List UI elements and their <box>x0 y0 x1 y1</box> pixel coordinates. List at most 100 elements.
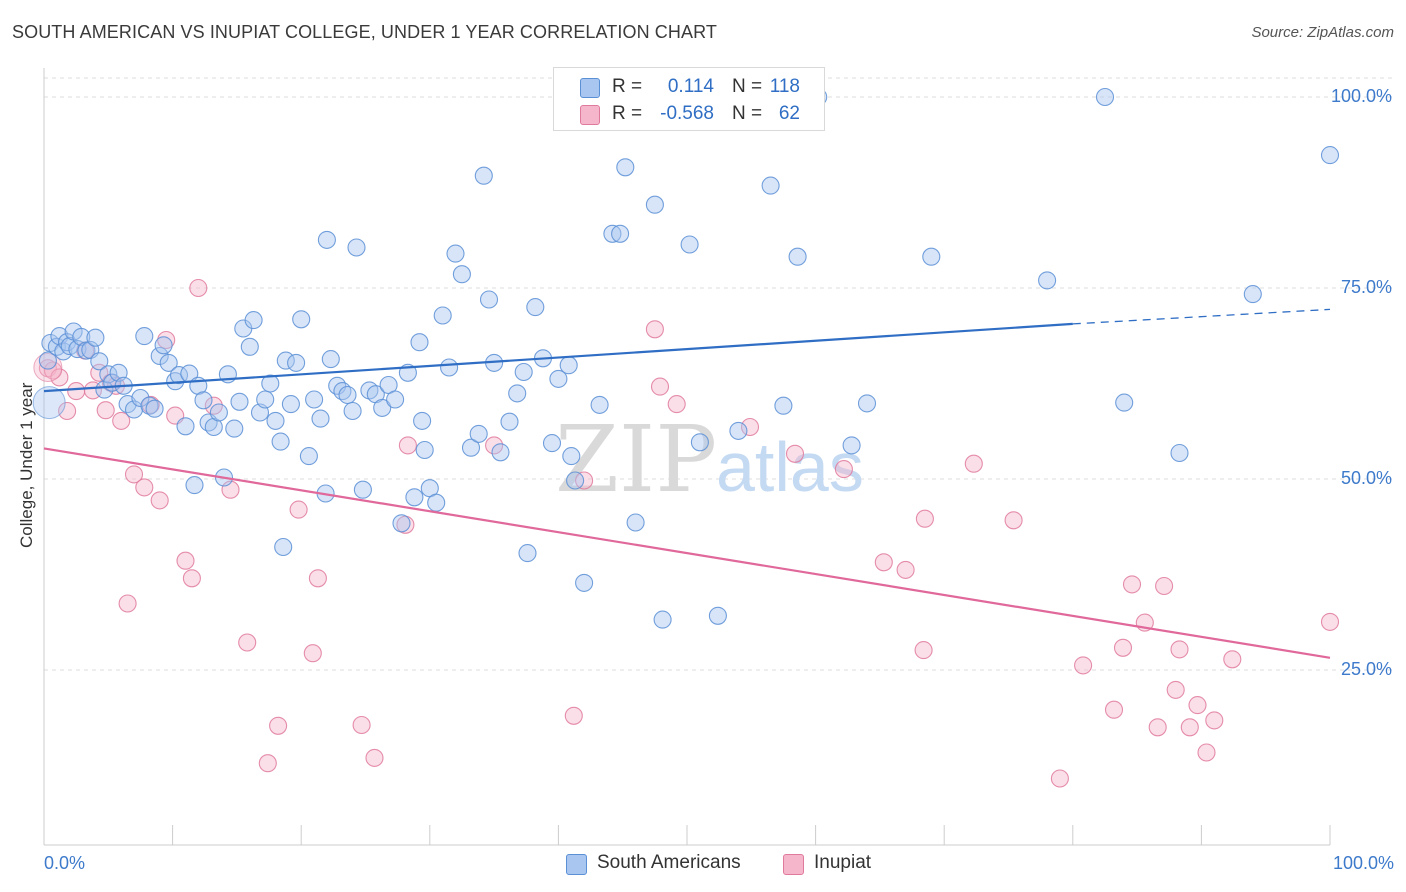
inupiat-point <box>50 368 69 387</box>
inupiat-point <box>1148 718 1167 737</box>
south-american-point <box>244 311 263 330</box>
south-american-point <box>526 298 545 317</box>
legend-r-label: R = <box>612 103 643 124</box>
south-american-point <box>611 224 630 243</box>
y-tick-label: 75.0% <box>1340 277 1392 297</box>
legend-n-label: N = <box>732 76 763 97</box>
south-american-point <box>159 353 178 372</box>
inupiat-point <box>485 436 504 455</box>
south-american-point <box>474 166 493 185</box>
inupiat-point <box>269 716 288 735</box>
south-american-point <box>549 369 568 388</box>
watermark-atlas: atlas <box>716 428 864 506</box>
south-american-point <box>321 350 340 369</box>
legend-r-label: R = <box>612 76 643 97</box>
south-american-point <box>603 224 622 243</box>
south-american-point <box>433 306 452 325</box>
south-american-point <box>590 395 609 414</box>
inupiat-point <box>176 551 195 570</box>
inupiat-point <box>1170 640 1189 659</box>
inupiat-point <box>96 401 115 420</box>
inupiat-point <box>874 553 893 572</box>
trend-lines <box>43 308 1331 659</box>
south-american-point <box>204 417 223 437</box>
south-american-point <box>542 434 562 453</box>
south-american-point <box>645 195 664 214</box>
south-americans-trend-extension <box>1072 308 1331 325</box>
south-american-point <box>616 158 635 177</box>
south-american-point <box>559 356 578 375</box>
south-american-point <box>311 409 330 428</box>
inupiat-point <box>398 436 417 455</box>
south-american-point <box>124 400 144 419</box>
south-american-point <box>518 544 537 563</box>
inupiat-point <box>785 444 805 463</box>
south-americans-trend-line <box>43 322 1073 393</box>
south-american-point <box>47 337 66 356</box>
source-label: Source: ZipAtlas.com <box>1251 24 1394 41</box>
inupiat-point <box>150 491 169 510</box>
legend-n-label: N = <box>732 103 763 124</box>
south-american-point <box>842 436 861 455</box>
south-american-point <box>305 390 324 409</box>
south-american-point <box>461 438 481 457</box>
inupiat-point <box>118 594 137 613</box>
inupiat-point <box>157 330 176 350</box>
south-american-point <box>392 514 411 533</box>
south-american-point <box>508 384 527 403</box>
south-american-point <box>452 265 471 284</box>
y-tick-label: 100.0% <box>1330 86 1392 106</box>
south-american-point <box>343 401 362 421</box>
inupiat-point <box>365 748 384 767</box>
south-american-point <box>1170 443 1189 463</box>
south-american-point <box>72 327 91 346</box>
south-american-point <box>562 447 581 466</box>
south-american-point <box>347 238 366 257</box>
inupiat-point <box>834 460 853 479</box>
watermark: ZIP atlas <box>555 406 864 513</box>
south-american-point <box>353 480 372 499</box>
y-tick-label: 25.0% <box>1340 659 1392 679</box>
south-american-point <box>154 336 173 355</box>
inupiat-point <box>258 754 277 773</box>
inupiat-point <box>1223 650 1242 669</box>
inupiat-point <box>1155 576 1174 596</box>
south-american-point <box>413 411 432 430</box>
south-american-point <box>281 395 300 414</box>
x-tick-label: 0.0% <box>44 853 86 873</box>
inupiat-point <box>1188 696 1207 715</box>
south-american-point <box>708 606 727 625</box>
south-american-point <box>299 447 318 466</box>
south-american-point <box>266 411 285 430</box>
south-american-point <box>185 476 204 495</box>
south-american-point <box>626 513 645 532</box>
south-american-point <box>415 440 434 460</box>
inupiat-point <box>112 411 131 430</box>
south-american-point <box>440 358 459 377</box>
inupiat-point <box>740 417 760 437</box>
inupiat-point <box>915 509 934 528</box>
south-american-point <box>274 537 293 557</box>
correlation-legend: R = 0.114 N = 118 R = -0.568 N = 62 <box>553 67 825 131</box>
south-american-point <box>1038 271 1057 290</box>
inupiat-point <box>1166 680 1185 699</box>
south-american-point <box>194 391 213 410</box>
inupiat-point <box>289 500 308 519</box>
south-american-point <box>292 310 311 329</box>
inupiat-point <box>303 644 322 663</box>
inupiat-point <box>564 706 583 725</box>
series-legend: South Americans Inupiat <box>0 852 1406 878</box>
inupiat-point <box>1050 769 1069 788</box>
south-american-point <box>135 327 154 346</box>
south-american-point <box>95 380 114 399</box>
south-american-point <box>338 385 357 405</box>
south-american-point <box>225 419 244 438</box>
south-american-point <box>145 399 164 418</box>
south-american-point <box>514 362 533 382</box>
inupiat-point <box>964 454 983 473</box>
inupiat-point <box>135 478 154 497</box>
watermark-zip: ZIP <box>555 406 717 513</box>
south-american-point <box>922 247 941 266</box>
south-american-point <box>469 424 488 443</box>
